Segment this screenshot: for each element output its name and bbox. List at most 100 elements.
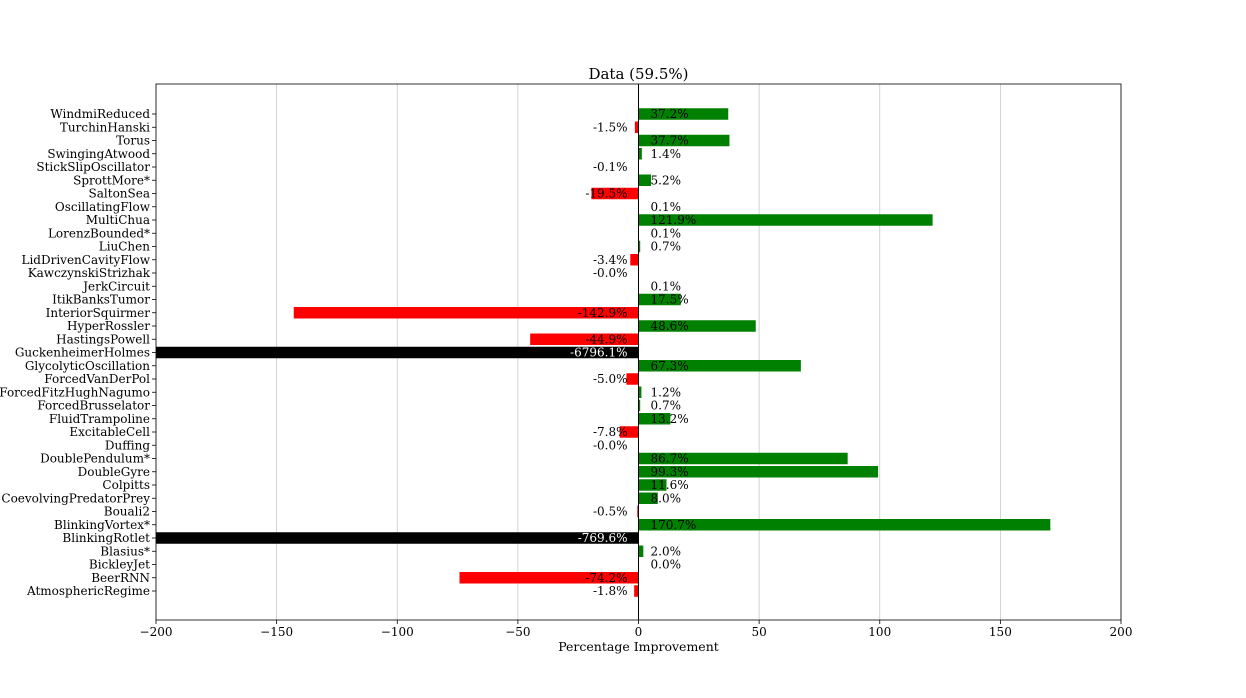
category-label: Duffing xyxy=(105,438,150,452)
value-label: -0.1% xyxy=(593,160,628,174)
category-label: BickleyJet xyxy=(89,558,150,572)
bar xyxy=(638,360,801,372)
category-label: KawczynskiStrizhak xyxy=(28,266,151,280)
category-label: GlycolyticOscillation xyxy=(25,359,150,373)
bar xyxy=(630,254,639,266)
value-label: 8.0% xyxy=(651,491,682,505)
category-label: FluidTrampoline xyxy=(49,412,150,426)
category-label: Torus xyxy=(116,134,150,148)
value-label: 0.1% xyxy=(651,200,682,214)
value-label: 37.2% xyxy=(651,107,689,121)
bar xyxy=(638,148,642,160)
x-axis: −200 −150 −100 −50 0 50 100 150 200 xyxy=(140,620,1133,639)
value-label: 48.6% xyxy=(651,319,689,333)
category-label: TurchinHanski xyxy=(60,120,150,134)
value-label: 0.7% xyxy=(651,399,682,413)
bar xyxy=(638,466,879,478)
category-label: SaltonSea xyxy=(89,187,150,201)
value-label: -142.9% xyxy=(578,306,628,320)
bar xyxy=(638,413,671,425)
value-label: 37.7% xyxy=(651,134,689,148)
value-label: 13.2% xyxy=(651,412,689,426)
bar xyxy=(459,572,639,584)
value-labels: 37.2%-1.5%37.7%1.4%-0.1%5.2%-19.5%0.1%12… xyxy=(570,107,696,598)
category-label: MultiChua xyxy=(86,213,150,227)
value-label: 99.3% xyxy=(651,465,689,479)
x-tick-label: 200 xyxy=(1110,625,1133,639)
bar xyxy=(293,307,639,319)
category-label: InteriorSquirmer xyxy=(46,306,151,320)
category-label: HyperRossler xyxy=(67,319,150,333)
x-tick-label: −150 xyxy=(260,625,293,639)
category-label: Blasius* xyxy=(100,544,150,558)
bar xyxy=(530,333,639,345)
bar xyxy=(638,214,933,226)
category-label: ItikBanksTumor xyxy=(52,293,150,307)
value-label: -0.5% xyxy=(593,505,628,519)
value-label: -1.8% xyxy=(593,584,628,598)
x-tick-label: 100 xyxy=(868,625,891,639)
value-label: 0.1% xyxy=(651,279,682,293)
bar xyxy=(638,134,730,147)
value-label: -19.5% xyxy=(585,187,627,201)
category-label: WindmiReduced xyxy=(50,107,150,121)
chart-title: Data (59.5%) xyxy=(588,65,688,83)
category-label: ExcitableCell xyxy=(69,425,150,439)
bar xyxy=(638,293,681,306)
category-label: BlinkingRotlet xyxy=(62,531,150,545)
bar xyxy=(591,187,639,200)
value-label: -0.0% xyxy=(593,438,628,452)
category-label: ForcedBrusselator xyxy=(37,399,150,413)
value-label: 2.0% xyxy=(651,544,682,558)
value-label: -7.8% xyxy=(593,425,628,439)
x-axis-label: Percentage Improvement xyxy=(558,639,719,654)
category-label: OscillatingFlow xyxy=(55,200,151,214)
category-label: ForcedFitzHughNagumo xyxy=(0,385,150,399)
category-label: Colpitts xyxy=(102,478,150,492)
category-label: CoevolvingPredatorPrey xyxy=(1,491,150,505)
category-label: SwingingAtwood xyxy=(47,147,150,161)
value-label: 86.7% xyxy=(651,452,689,466)
x-tick-label: 150 xyxy=(989,625,1012,639)
value-label: -44.9% xyxy=(585,332,627,346)
bar xyxy=(638,399,641,412)
bar xyxy=(156,532,639,544)
value-label: 1.2% xyxy=(651,385,682,399)
value-label: 0.7% xyxy=(651,240,682,254)
value-label: -6796.1% xyxy=(570,346,627,360)
category-label: StickSlipOscillator xyxy=(36,160,150,174)
value-label: -74.2% xyxy=(585,571,627,585)
bar xyxy=(637,505,639,518)
value-label: 11.6% xyxy=(651,478,689,492)
bar xyxy=(638,174,652,186)
category-label: Bouali2 xyxy=(104,505,150,519)
bars xyxy=(156,108,1051,597)
bar xyxy=(638,108,729,120)
category-label: GuckenheimerHolmes xyxy=(15,346,150,360)
value-label: -1.5% xyxy=(593,120,628,134)
bar xyxy=(626,373,639,385)
value-label: 5.2% xyxy=(651,173,682,187)
category-label: DoublePendulum* xyxy=(40,452,150,466)
value-label: -769.6% xyxy=(578,531,628,545)
value-label: 0.1% xyxy=(651,226,682,240)
category-label: DoubleGyre xyxy=(78,465,150,479)
category-label: HastingsPowell xyxy=(56,332,150,346)
x-tick-label: 50 xyxy=(751,625,766,639)
bar xyxy=(634,585,639,597)
bar xyxy=(638,386,642,398)
category-label: LorenzBounded* xyxy=(48,226,150,240)
value-label: -3.4% xyxy=(593,253,628,267)
bar xyxy=(156,346,639,359)
category-label: BlinkingVortex* xyxy=(54,518,150,532)
value-label: 1.4% xyxy=(651,147,682,161)
value-label: 170.7% xyxy=(651,518,697,532)
bar xyxy=(638,240,641,253)
x-tick-label: −200 xyxy=(140,625,173,639)
category-label: ForcedVanDerPol xyxy=(44,372,150,386)
x-tick-label: 0 xyxy=(635,625,643,639)
x-tick-label: −100 xyxy=(381,625,414,639)
bar xyxy=(638,545,644,557)
category-label: AtmosphericRegime xyxy=(26,584,150,598)
